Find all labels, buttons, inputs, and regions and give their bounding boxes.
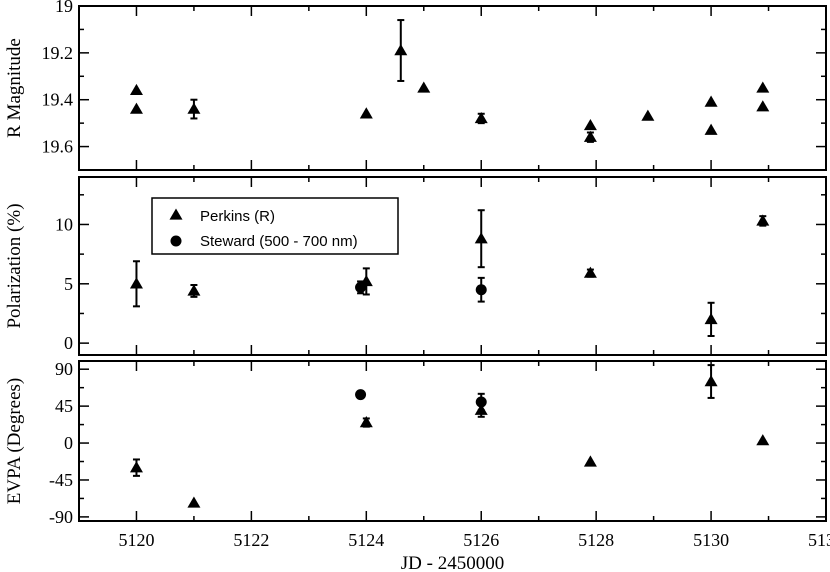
perkins-data-point bbox=[417, 81, 431, 93]
y-tick-label: -45 bbox=[49, 470, 73, 490]
y-tick-label: 19 bbox=[55, 0, 73, 16]
perkins-data-point bbox=[756, 434, 770, 446]
steward-data-point bbox=[355, 389, 367, 401]
legend-label: Steward (500 - 700 nm) bbox=[200, 233, 358, 250]
perkins-data-point bbox=[641, 109, 655, 121]
perkins-data-point bbox=[129, 83, 143, 96]
steward-data-point bbox=[475, 284, 487, 296]
y-tick-label: 0 bbox=[64, 433, 73, 453]
perkins-data-point bbox=[129, 102, 143, 114]
perkins-data-point bbox=[583, 118, 597, 131]
legend-label: Perkins (R) bbox=[200, 208, 275, 225]
panel-3: -90 -45 0 45 90 EVPA (Degrees) 5120 5122 5124 512… bbox=[4, 359, 830, 572]
perkins-data-point bbox=[359, 107, 373, 119]
y-axis-label: Polarization (%) bbox=[4, 203, 25, 328]
plot-frame bbox=[78, 360, 827, 522]
perkins-data-point bbox=[583, 266, 597, 278]
x-tick-label: 5132 bbox=[808, 530, 830, 550]
perkins-data-point bbox=[756, 81, 770, 93]
perkins-data-point bbox=[756, 100, 770, 112]
perkins-data-point bbox=[704, 95, 718, 107]
perkins-data-point bbox=[187, 284, 201, 296]
x-tick-label: 5124 bbox=[348, 530, 384, 550]
y-tick-label: 45 bbox=[55, 396, 73, 416]
perkins-data-point bbox=[129, 461, 143, 473]
y-tick-label: 90 bbox=[55, 359, 73, 379]
steward-data-point bbox=[355, 281, 367, 293]
perkins-data-point bbox=[187, 496, 201, 508]
y-tick-label: 19.6 bbox=[42, 137, 74, 157]
legend: Perkins (R) Steward (500 - 700 nm) bbox=[151, 197, 399, 255]
perkins-data-point bbox=[474, 111, 488, 124]
perkins-data-point bbox=[704, 123, 718, 135]
perkins-data-point bbox=[187, 102, 201, 114]
perkins-data-point bbox=[583, 455, 597, 467]
perkins-data-point bbox=[583, 130, 597, 142]
legend-box bbox=[151, 197, 399, 255]
perkins-data-point bbox=[704, 375, 718, 387]
perkins-data-point bbox=[394, 44, 408, 56]
steward-data-point bbox=[475, 396, 487, 408]
legend-marker bbox=[169, 208, 183, 220]
y-tick-label: 19.2 bbox=[42, 43, 74, 63]
x-tick-label: 5120 bbox=[118, 530, 154, 550]
y-axis-label: R Magnitude bbox=[4, 38, 25, 138]
y-axis-label: EVPA (Degrees) bbox=[4, 378, 25, 504]
y-tick-label: 19.4 bbox=[42, 90, 74, 110]
legend-marker bbox=[170, 235, 182, 247]
perkins-data-point bbox=[756, 214, 770, 226]
x-tick-label: 5126 bbox=[463, 530, 499, 550]
panel-1: 19 19.2 19.4 19.6 R Magnitude bbox=[4, 0, 827, 171]
x-tick-label: 5130 bbox=[693, 530, 729, 550]
x-tick-label: 5122 bbox=[233, 530, 269, 550]
y-tick-label: -90 bbox=[49, 507, 73, 527]
plot-frame bbox=[78, 5, 827, 171]
perkins-data-point bbox=[359, 416, 373, 428]
x-axis-label: JD - 2450000 bbox=[401, 553, 504, 572]
plot-frame bbox=[78, 176, 827, 356]
y-tick-label: 5 bbox=[64, 274, 73, 294]
panel-2: 0 5 10 Polarization (%) Perkins (R) Steward (… bbox=[4, 176, 827, 356]
perkins-data-point bbox=[129, 277, 143, 289]
perkins-data-point bbox=[474, 232, 488, 244]
y-tick-label: 0 bbox=[64, 333, 73, 353]
perkins-data-point bbox=[704, 312, 718, 325]
y-tick-label: 10 bbox=[55, 214, 73, 234]
x-tick-label: 5128 bbox=[578, 530, 614, 550]
